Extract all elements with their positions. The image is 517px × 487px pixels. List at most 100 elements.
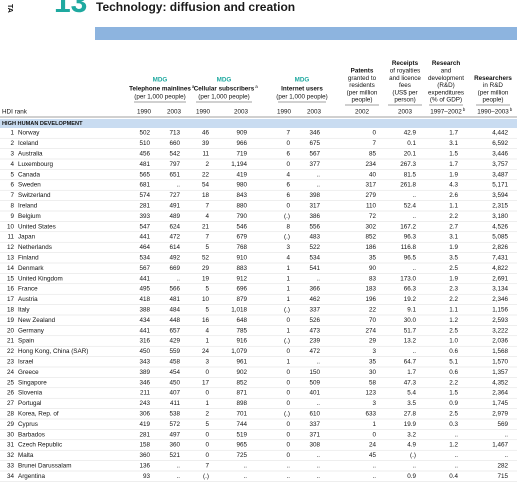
cell: 472 [169, 234, 180, 241]
cell: 19 [202, 275, 210, 282]
cell: 64.7 [404, 358, 417, 365]
year-note: b [510, 107, 513, 112]
cell: 377 [309, 161, 320, 168]
cell: 1 [286, 275, 290, 282]
cell: 22 [369, 306, 377, 313]
cell: 1 [286, 265, 290, 272]
cell: 715 [497, 473, 508, 480]
cell: 186 [365, 244, 376, 251]
cell: 481 [169, 296, 180, 303]
cell: 521 [169, 452, 180, 459]
cell: 0 [372, 431, 376, 438]
cell: 448 [169, 317, 180, 324]
cell: 696 [236, 286, 247, 293]
cell: 569 [497, 421, 508, 428]
cell: 30 [369, 369, 377, 376]
cell: 2.5 [449, 265, 458, 272]
cell: 546 [236, 223, 247, 230]
group-note: a [255, 84, 258, 89]
cell: 0 [286, 202, 290, 209]
cell: 0 [205, 369, 209, 376]
cell: 1.2 [449, 317, 458, 324]
cell: 1,357 [492, 369, 508, 376]
cell: 574 [139, 192, 150, 199]
country: Argentina [18, 473, 45, 480]
cell: 9.1 [407, 306, 416, 313]
cell: 29 [202, 265, 210, 272]
cell: 1.7 [407, 369, 416, 376]
cell: 852 [236, 379, 247, 386]
cell: 40 [369, 171, 377, 178]
country: Austria [18, 296, 38, 303]
country: Czech Republic [18, 442, 62, 449]
year-label: 2003 [167, 109, 182, 116]
cell: .. [177, 462, 181, 469]
cell: 441 [139, 275, 150, 282]
cell: 0 [286, 317, 290, 324]
cell: 2.5 [449, 410, 458, 417]
cell: .. [317, 400, 321, 407]
hdi-rank: 13 [7, 254, 15, 261]
cell: 880 [236, 202, 247, 209]
hdi-rank: 25 [7, 379, 15, 386]
cell: 274 [365, 327, 376, 334]
hdi-rank: 22 [7, 348, 15, 355]
cell: .. [413, 192, 417, 199]
cell: 5 [205, 286, 209, 293]
country: Barbados [18, 431, 45, 438]
cell: 660 [169, 140, 180, 147]
cell: 2,691 [492, 275, 508, 282]
country: Iceland [18, 140, 39, 147]
cell: 17 [202, 379, 210, 386]
cell: 3.5 [407, 400, 416, 407]
cell: 1,018 [231, 306, 247, 313]
cell: 0 [205, 431, 209, 438]
cell: 1,194 [231, 161, 247, 168]
group-unit: (per 1,000 people) [134, 94, 185, 101]
cell: 744 [236, 421, 247, 428]
hdi-rank: 8 [10, 202, 14, 209]
column-header: Researchers [474, 75, 512, 82]
country: Italy [18, 306, 30, 313]
cell: 541 [309, 265, 320, 272]
column-header: of royalties [390, 67, 420, 74]
group-name: Telephone mainlines [129, 86, 191, 93]
year-label: 2003 [307, 109, 322, 116]
cell: 1.5 [449, 390, 458, 397]
cell: .. [317, 473, 321, 480]
year-label: 1990–2003 [477, 109, 509, 116]
cell: 701 [236, 410, 247, 417]
cell: 45 [369, 452, 377, 459]
cell: 29 [369, 338, 377, 345]
cell: 261.8 [400, 182, 416, 189]
country: Slovenia [18, 390, 43, 397]
cell: 39 [202, 140, 210, 147]
cell: 2,979 [492, 410, 508, 417]
cell: 316 [139, 338, 150, 345]
cell: 0.9 [449, 400, 458, 407]
country: Luxembourg [18, 161, 54, 168]
hdi-rank: 20 [7, 327, 15, 334]
cell: 2,593 [492, 317, 508, 324]
hdi-rank-header: HDI rank [2, 109, 28, 116]
hdi-rank: 12 [7, 244, 15, 251]
cell: 360 [169, 442, 180, 449]
cell: 0 [372, 130, 376, 137]
cell: 1,570 [492, 358, 508, 365]
cell: 0 [286, 442, 290, 449]
cell: 0 [286, 369, 290, 376]
cell: 843 [236, 192, 247, 199]
cell: .. [413, 213, 417, 220]
cell: 52.4 [404, 202, 417, 209]
cell: 669 [169, 265, 180, 272]
country: United Kingdom [18, 275, 63, 282]
cell: 167.2 [400, 223, 416, 230]
country: Cyprus [18, 421, 38, 428]
cell: .. [177, 275, 181, 282]
cell: 495 [139, 286, 150, 293]
cell: 66.3 [404, 286, 417, 293]
cell: 24 [369, 442, 377, 449]
cell: 624 [169, 223, 180, 230]
cell: 343 [139, 358, 150, 365]
cell: 308 [309, 442, 320, 449]
